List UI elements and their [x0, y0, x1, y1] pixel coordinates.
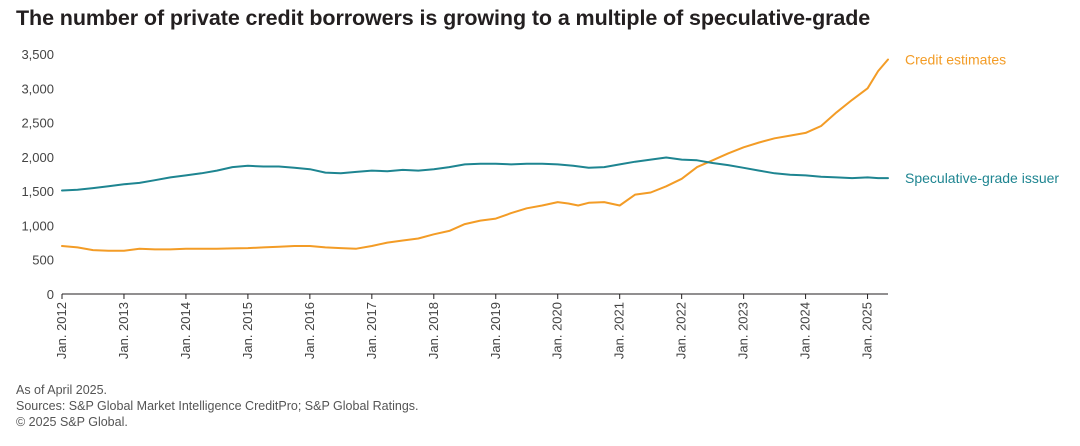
- x-tick-label: Jan. 2015: [240, 302, 255, 359]
- y-tick-label: 1,000: [21, 218, 54, 233]
- y-tick-label: 500: [32, 253, 54, 268]
- line-chart: 0 500 1,000 1,500 2,000 2,500 3,000 3,500 Jan. 2…: [21, 47, 1059, 359]
- x-tick-label: Jan. 2022: [674, 302, 689, 359]
- chart-footer: As of April 2025. Sources: S&P Global Ma…: [16, 382, 419, 430]
- x-tick-label: Jan. 2012: [54, 302, 69, 359]
- chart-title: The number of private credit borrowers i…: [16, 6, 871, 30]
- series-line-speculative-grade-issuer: [61, 156, 889, 192]
- x-tick-label: Jan. 2025: [860, 302, 875, 359]
- y-tick-label: 1,500: [21, 184, 54, 199]
- x-tick-label: Jan. 2016: [302, 302, 317, 359]
- y-tick-label: 0: [47, 287, 54, 302]
- footer-copyright: © 2025 S&P Global.: [16, 415, 128, 429]
- x-tick-label: Jan. 2018: [426, 302, 441, 359]
- x-tick-label: Jan. 2014: [178, 302, 193, 359]
- footer-note: As of April 2025.: [16, 383, 108, 397]
- x-tick-label: Jan. 2020: [550, 302, 565, 359]
- x-tick-label: Jan. 2021: [612, 302, 627, 359]
- x-tick-label: Jan. 2013: [116, 302, 131, 359]
- series-line-credit-estimates: [61, 58, 889, 252]
- x-tick-label: Jan. 2019: [488, 302, 503, 359]
- footer-sources: Sources: S&P Global Market Intelligence …: [16, 399, 419, 413]
- y-tick-label: 2,500: [21, 116, 54, 131]
- series-label-credit-estimates: Credit estimates: [905, 51, 1006, 67]
- x-tick-label: Jan. 2023: [736, 302, 751, 359]
- y-tick-label: 3,500: [21, 47, 54, 62]
- y-tick-label: 3,000: [21, 81, 54, 96]
- series-label-speculative-grade-issuer: Speculative-grade issuer: [905, 170, 1059, 186]
- y-tick-label: 2,000: [21, 150, 54, 165]
- x-tick-label: Jan. 2017: [364, 302, 379, 359]
- x-tick-label: Jan. 2024: [798, 302, 813, 359]
